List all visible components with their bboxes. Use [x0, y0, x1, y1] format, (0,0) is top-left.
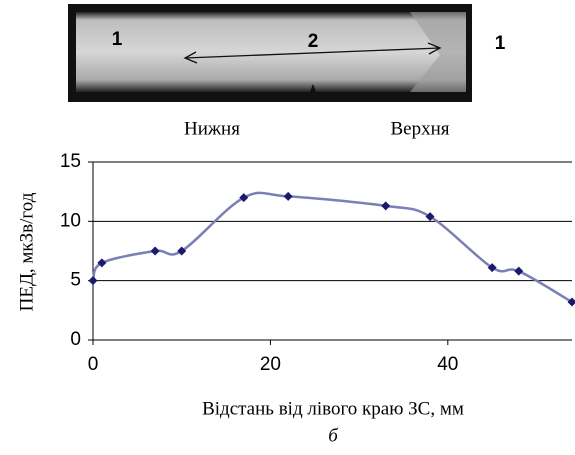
notch	[306, 84, 320, 102]
metal-plate	[76, 12, 466, 92]
x-tick-label: 0	[88, 354, 99, 375]
x-tick-label: 20	[260, 354, 281, 375]
zone-label: 1	[112, 29, 123, 50]
y-tick-label: 5	[70, 270, 81, 291]
data-point	[567, 297, 575, 307]
data-point	[283, 191, 293, 201]
photo: 1 2 1	[68, 4, 506, 102]
data-point	[97, 258, 107, 268]
data-point	[88, 276, 98, 286]
zone-label: 1	[495, 33, 506, 54]
y-axis-title: ПЕД, мкЗв/год	[16, 192, 37, 311]
y-tick-label: 0	[70, 329, 81, 350]
caption: б	[328, 425, 339, 446]
side-label: Нижня	[184, 118, 240, 139]
data-point	[425, 212, 435, 222]
side-label: Верхня	[390, 118, 449, 139]
data-point	[150, 246, 160, 256]
zone-label: 2	[308, 31, 319, 52]
y-tick-label: 15	[60, 151, 81, 172]
arrow-heads	[183, 42, 442, 64]
weld-zone	[410, 12, 466, 92]
x-tick-label: 40	[437, 354, 458, 375]
data-point	[514, 266, 524, 276]
x-axis-title: Відстань від лівого краю ЗС, мм	[202, 398, 464, 419]
data-point	[381, 201, 391, 211]
data-point	[487, 263, 497, 273]
y-tick-label: 10	[60, 210, 81, 231]
arrow-line	[184, 47, 441, 59]
data-point	[239, 193, 249, 203]
data-point	[177, 246, 187, 256]
series-line	[91, 191, 573, 304]
